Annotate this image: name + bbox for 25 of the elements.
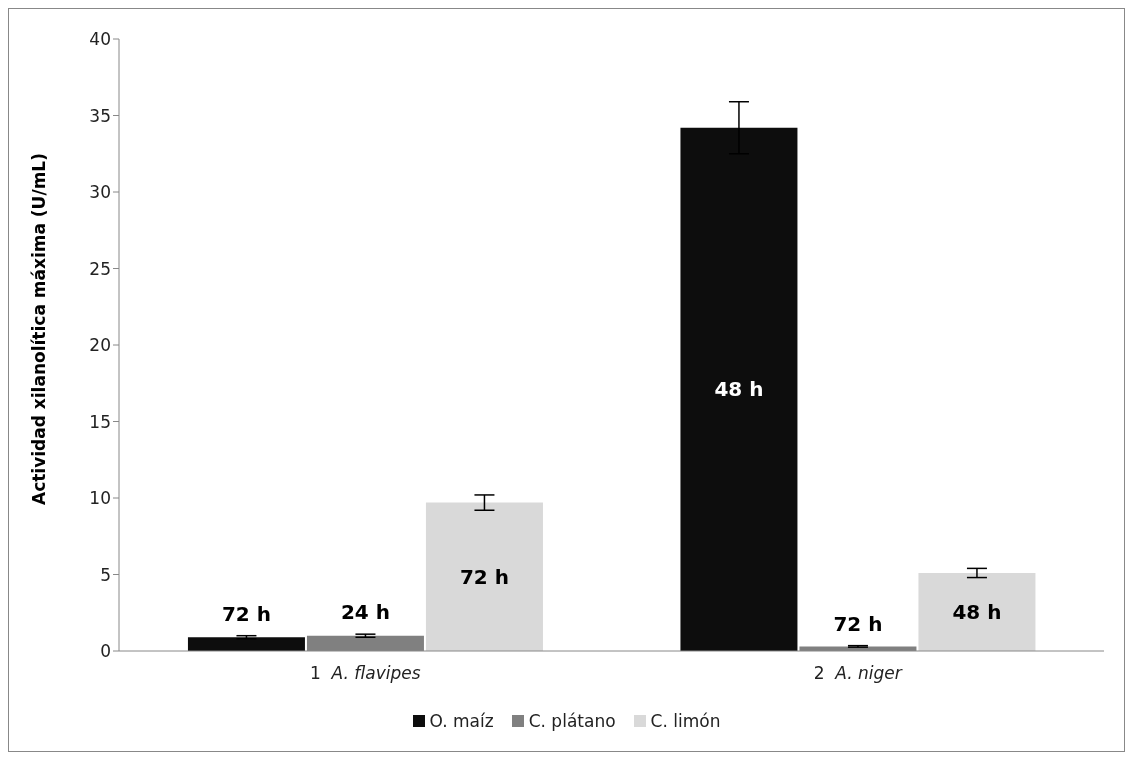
- y-tick-label: 0: [100, 641, 111, 662]
- y-tick-label: 40: [89, 29, 111, 50]
- bar: [680, 127, 798, 651]
- legend-label: C. plátano: [528, 711, 616, 731]
- y-tick-label: 5: [100, 564, 111, 585]
- annotation: 72 h: [221, 601, 271, 626]
- x-tick-label: 2 A. niger: [813, 663, 903, 683]
- annotation: 72 h: [459, 564, 509, 589]
- annotation: 48 h: [952, 599, 1002, 624]
- legend-label: O. maíz: [429, 711, 494, 731]
- y-tick-label: 25: [89, 258, 111, 279]
- x-tick-label: 1 A. flavipes: [309, 663, 421, 683]
- annotation: 72 h: [833, 611, 883, 636]
- bar: [187, 637, 305, 651]
- bar: [425, 502, 543, 651]
- y-tick-label: 15: [89, 411, 111, 432]
- y-tick-label: 30: [89, 182, 111, 203]
- legend-label: C. limón: [650, 711, 721, 731]
- y-axis-title: Actividad xilanolítica máxima (U/mL): [29, 153, 50, 505]
- annotation: 48 h: [714, 377, 764, 402]
- annotation: 24 h: [340, 600, 390, 625]
- y-tick-label: 20: [89, 335, 111, 356]
- y-tick-label: 35: [89, 105, 111, 126]
- y-tick-label: 10: [89, 488, 111, 509]
- bar: [918, 572, 1036, 651]
